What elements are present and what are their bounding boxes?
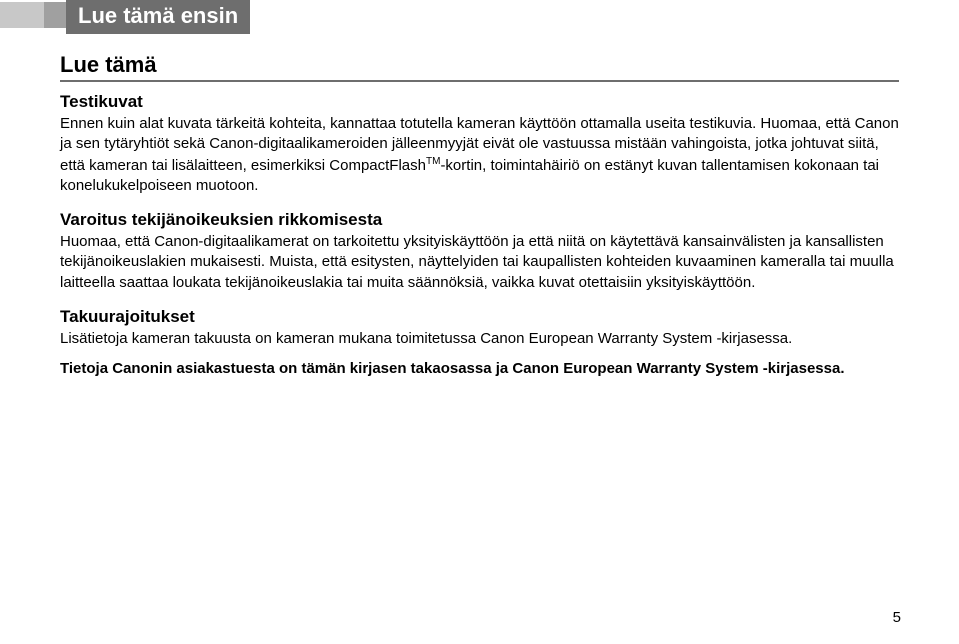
- block-takuu: Takuurajoitukset Lisätietoja kameran tak…: [60, 307, 899, 349]
- header-decoration: [0, 2, 66, 28]
- page-header: Lue tämä ensin: [60, 0, 899, 34]
- footer-bold-text: Tietoja Canonin asiakastuesta on tämän k…: [60, 359, 899, 379]
- block-testikuvat: Testikuvat Ennen kuin alat kuvata tärkei…: [60, 92, 899, 196]
- section-title: Lue tämä: [60, 52, 899, 82]
- sub-heading-testikuvat: Testikuvat: [60, 92, 899, 112]
- page-number: 5: [893, 609, 901, 626]
- block-varoitus: Varoitus tekijänoikeuksien rikkomisesta …: [60, 210, 899, 293]
- header-title: Lue tämä ensin: [66, 0, 250, 34]
- body-text-testikuvat: Ennen kuin alat kuvata tärkeitä kohteita…: [60, 114, 899, 196]
- body-text-takuu: Lisätietoja kameran takuusta on kameran …: [60, 329, 899, 349]
- decoration-block-light: [0, 2, 44, 28]
- body-text-varoitus: Huomaa, että Canon-digitaalikamerat on t…: [60, 232, 899, 293]
- sub-heading-takuu: Takuurajoitukset: [60, 307, 899, 327]
- trademark-sup: TM: [426, 156, 440, 167]
- decoration-block-dark: [44, 2, 66, 28]
- sub-heading-varoitus: Varoitus tekijänoikeuksien rikkomisesta: [60, 210, 899, 230]
